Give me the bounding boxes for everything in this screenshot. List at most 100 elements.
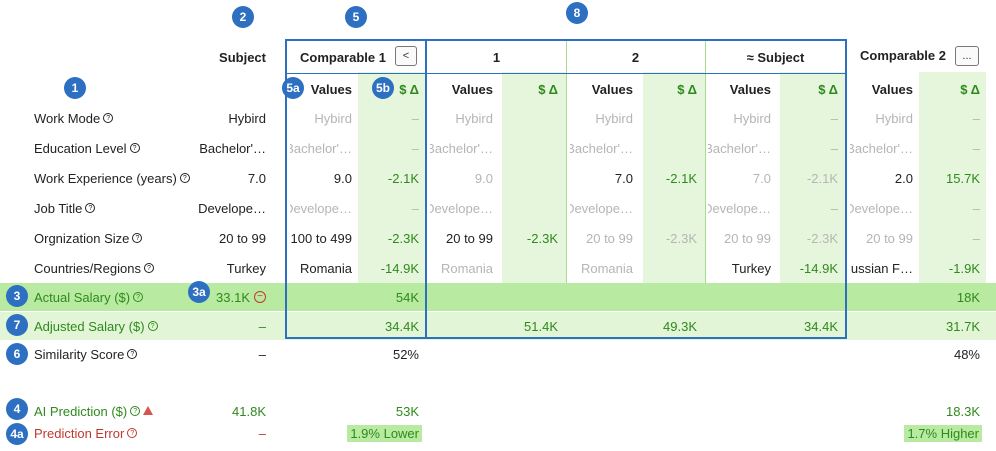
ks-delta: – [830, 140, 838, 156]
help-icon[interactable]: ? [147, 321, 158, 331]
help-icon[interactable]: ? [130, 406, 141, 416]
badge-4: 4 [6, 398, 28, 420]
c1-delta-column-bg [358, 72, 427, 284]
adjusted-salary-band [0, 312, 996, 340]
separator [566, 40, 567, 283]
adjusted-salary-c1: 34.4K [385, 318, 419, 334]
ks-value: Bachelor'… [708, 140, 771, 156]
c2-delta: 15.7K [946, 170, 980, 186]
actual-salary-band [0, 283, 996, 311]
c1-values-header: Values [310, 81, 352, 97]
ks-delta: -2.3K [806, 230, 838, 246]
prediction-error-c2-value: 1.7% Higher [904, 424, 982, 442]
c2-value: 2.0 [894, 170, 913, 186]
help-icon[interactable]: ? [127, 349, 138, 359]
approx-subject-header: ≈ Subject [746, 49, 805, 65]
k1-header: 1 [492, 49, 501, 65]
k1-delta-column-bg [502, 72, 566, 284]
c1-delta: – [411, 200, 419, 216]
badge-3a: 3a [188, 281, 210, 303]
subject-value: Develope… [198, 200, 266, 216]
k2-value: Develope… [570, 200, 633, 216]
badge-7: 7 [6, 314, 28, 336]
actual-salary-c2: 18K [956, 289, 980, 305]
k1-value: Bachelor'… [430, 140, 493, 156]
c2-delta: – [972, 110, 980, 126]
badge-2: 2 [232, 6, 254, 28]
c1-value: Develope… [290, 200, 352, 216]
help-icon[interactable]: ? [85, 203, 96, 213]
c2-value: Russian F… [850, 260, 913, 276]
k1-delta-header: $ Δ [538, 81, 558, 97]
help-icon[interactable]: ? [132, 233, 143, 243]
feature-label-text: Job Title [34, 200, 83, 216]
k2-delta: -2.3K [665, 230, 697, 246]
ai-prediction-label: AI Prediction ($)? [34, 398, 194, 424]
adjusted-salary-k2: 49.3K [663, 318, 697, 334]
actual-salary-subject: 33.1K − [200, 283, 266, 311]
help-icon[interactable]: ? [133, 292, 144, 302]
adjusted-salary-label: Adjusted Salary ($)? [34, 312, 194, 340]
comparable1-collapse-button[interactable]: < [395, 46, 417, 66]
subject-value: Hybird [228, 110, 266, 126]
ks-value: Hybird [733, 110, 771, 126]
k1-delta: -2.3K [526, 230, 558, 246]
comparables-group-outline [285, 39, 847, 339]
prediction-error-label-text: Prediction Error [34, 425, 125, 441]
similarity-subject: – [258, 346, 266, 362]
ks-value: Develope… [708, 200, 771, 216]
ks-delta-header: $ Δ [818, 81, 838, 97]
remove-circle-icon[interactable]: − [254, 291, 266, 303]
adjusted-salary-c2: 31.7K [946, 318, 980, 334]
badge-1: 1 [64, 77, 86, 99]
k1-value: Develope… [430, 200, 493, 216]
similarity-c2: 48% [953, 346, 980, 362]
k2-value: Bachelor'… [570, 140, 633, 156]
badge-8: 8 [566, 2, 588, 24]
ks-delta: -14.9K [799, 260, 838, 276]
badge-5: 5 [345, 6, 367, 28]
c2-value: Bachelor'… [850, 140, 913, 156]
comparable2-more-button[interactable]: ... [955, 46, 979, 66]
c2-value: 20 to 99 [866, 230, 913, 246]
badge-6: 6 [6, 343, 28, 365]
feature-label-text: Work Experience (years) [34, 170, 177, 186]
feature-label: Orgnization Size? [34, 224, 204, 252]
subject-value: Bachelor'… [199, 140, 266, 156]
feature-label: Job Title? [34, 194, 204, 222]
header-divider [286, 73, 846, 74]
help-icon[interactable]: ? [179, 173, 190, 183]
badge-3: 3 [6, 285, 28, 307]
c1-delta-header: $ Δ [399, 81, 419, 97]
c2-delta: – [972, 230, 980, 246]
ks-delta-column-bg [780, 72, 846, 284]
separator [705, 40, 706, 283]
badge-4a: 4a [6, 423, 28, 445]
subject-header: Subject [219, 49, 266, 65]
k1-value: 20 to 99 [446, 230, 493, 246]
help-icon[interactable]: ? [129, 143, 140, 153]
feature-label-text: Countries/Regions [34, 260, 141, 276]
warning-icon[interactable] [143, 405, 154, 415]
comparable2-header: Comparable 2 [860, 47, 946, 63]
subject-value: 7.0 [247, 170, 266, 186]
feature-label: Work Experience (years)? [34, 164, 204, 192]
k2-value: Hybird [595, 110, 633, 126]
c1-value: Bachelor'… [290, 140, 352, 156]
subject-value: Turkey [226, 260, 266, 276]
prediction-error-c2: 1.7% Higher [880, 421, 982, 445]
badge-5b: 5b [372, 77, 394, 99]
ks-values-header: Values [729, 81, 771, 97]
ks-value: 20 to 99 [724, 230, 771, 246]
actual-salary-c1: 54K [395, 289, 419, 305]
help-icon[interactable]: ? [127, 428, 138, 438]
ai-prediction-c2: 18.3K [946, 403, 980, 419]
c2-delta: -1.9K [948, 260, 980, 276]
k2-delta-header: $ Δ [677, 81, 697, 97]
feature-label: Countries/Regions? [34, 254, 204, 282]
help-icon[interactable]: ? [143, 263, 154, 273]
adjusted-salary-ks: 34.4K [804, 318, 838, 334]
k2-delta-column-bg [643, 72, 705, 284]
similarity-label: Similarity Score? [34, 341, 194, 367]
help-icon[interactable]: ? [103, 113, 114, 123]
